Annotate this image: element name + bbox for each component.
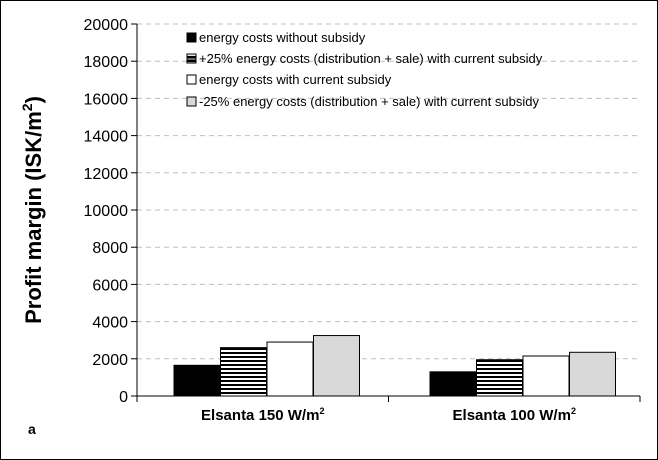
bar — [429, 371, 477, 397]
x-category-label: Elsanta 100 W/m2 — [453, 406, 576, 424]
x-category-label: Elsanta 150 W/m2 — [201, 406, 324, 424]
x-axis-categories: Elsanta 150 W/m2 Elsanta 100 W/m2 — [201, 406, 576, 424]
y-tick-label: 8000 — [92, 240, 128, 257]
legend-swatch — [186, 32, 197, 43]
bar — [569, 351, 616, 397]
y-tick-label: 16000 — [84, 91, 129, 108]
y-axis-ticks: 0 2000 4000 6000 8000 10000 12000 14000 16000 180… — [84, 17, 137, 406]
y-tick-label: 18000 — [84, 54, 129, 71]
y-tick-label: 4000 — [92, 315, 128, 332]
legend-label: energy costs with current subsidy — [199, 72, 392, 87]
y-tick-label: 14000 — [84, 129, 129, 146]
bar — [313, 335, 360, 397]
legend-label: +25% energy costs (distribution + sale) … — [199, 51, 543, 66]
y-tick-label: 6000 — [92, 277, 128, 294]
y-tick-label: 2000 — [92, 352, 128, 369]
axes — [136, 24, 641, 402]
legend-label: -25% energy costs (distribution + sale) … — [199, 94, 539, 109]
bar — [522, 355, 570, 397]
bar — [173, 364, 221, 397]
y-tick-label: 12000 — [84, 166, 129, 183]
panel-label: a — [28, 421, 36, 437]
y-tick-label: 20000 — [84, 17, 129, 34]
bar — [476, 359, 523, 397]
legend-swatch — [186, 96, 197, 107]
bar — [220, 347, 267, 397]
legend: energy costs without subsidy +25% energy … — [186, 30, 543, 109]
y-tick-label: 0 — [119, 389, 128, 406]
y-axis-label: Profit margin (ISK/m2) — [19, 96, 46, 324]
y-tick-label: 10000 — [84, 203, 129, 220]
bars — [173, 335, 616, 397]
legend-label: energy costs without subsidy — [199, 30, 366, 45]
legend-swatch — [186, 74, 197, 85]
bar — [266, 341, 314, 397]
